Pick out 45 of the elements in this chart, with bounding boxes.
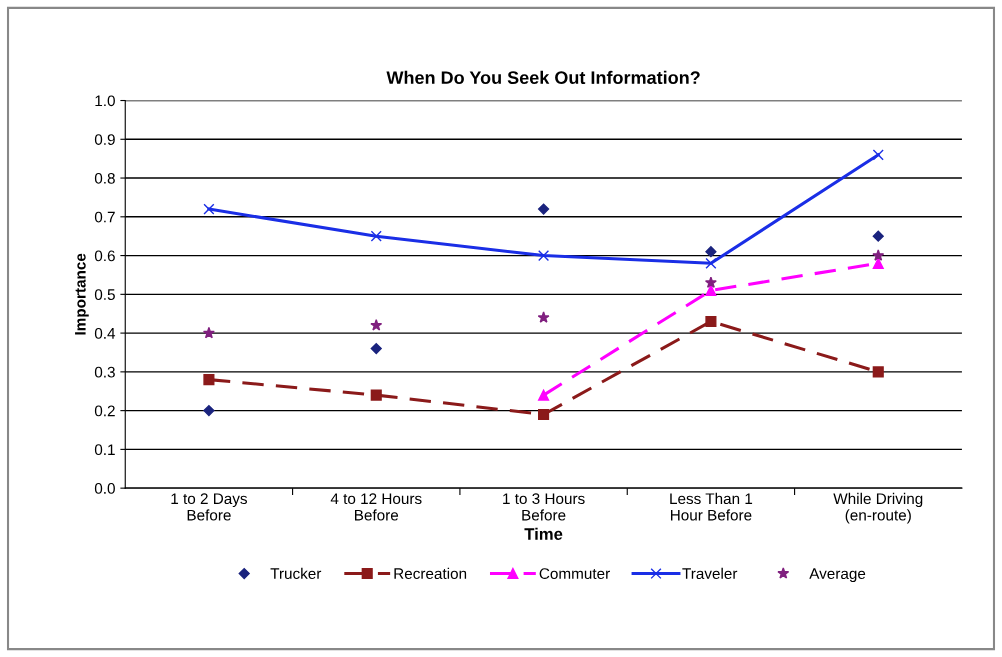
y-tick-label: 0.8 [94, 172, 115, 184]
legend-label: Commuter [539, 568, 610, 580]
y-tick-label: 1.0 [95, 95, 115, 107]
y-tick-label: 0.3 [94, 366, 115, 378]
point [538, 389, 550, 401]
point [370, 230, 382, 242]
y-tick-label: 0.4 [94, 327, 116, 339]
chart-title: When Do You Seek Out Information? [386, 70, 700, 85]
point [203, 203, 215, 215]
y-tick-label: 0.9 [94, 134, 115, 145]
y-tick-label: 0.0 [94, 483, 115, 494]
x-tick-label: 1 to 3 Hours Before [503, 493, 585, 521]
point [537, 203, 550, 215]
x-tick-label: 4 to 12 Hours Before [330, 493, 422, 521]
y-axis-title: Importance [75, 253, 89, 335]
point [872, 249, 885, 261]
point [203, 405, 215, 417]
point [537, 311, 550, 323]
point [538, 408, 550, 421]
point [705, 257, 717, 269]
point [370, 342, 382, 355]
x-axis-title: Time [524, 527, 563, 540]
x-tick-label: Less Than 1 Hour Before [670, 492, 753, 521]
y-tick-label: 0.6 [94, 250, 115, 262]
x-tick-label: While Driving (en-route) [833, 492, 923, 524]
point [705, 315, 717, 328]
point [370, 319, 383, 331]
point [202, 326, 215, 339]
legend-label: Traveler [682, 567, 738, 580]
point [203, 374, 215, 386]
point [872, 366, 884, 378]
legend-label: Trucker [270, 567, 322, 580]
point [705, 246, 717, 258]
point [704, 276, 717, 288]
point [370, 389, 382, 401]
legend-label: Recreation [394, 567, 467, 580]
x-tick-label: 1 to 2 Days Before [171, 493, 248, 521]
point [538, 250, 550, 262]
y-tick-label: 0.5 [94, 289, 115, 301]
point [872, 230, 884, 242]
legend-label: Average [809, 568, 866, 583]
y-tick-label: 0.7 [94, 211, 115, 223]
y-tick-label: 0.1 [94, 444, 115, 456]
y-tick-label: 0.2 [94, 405, 115, 417]
point [872, 149, 884, 161]
